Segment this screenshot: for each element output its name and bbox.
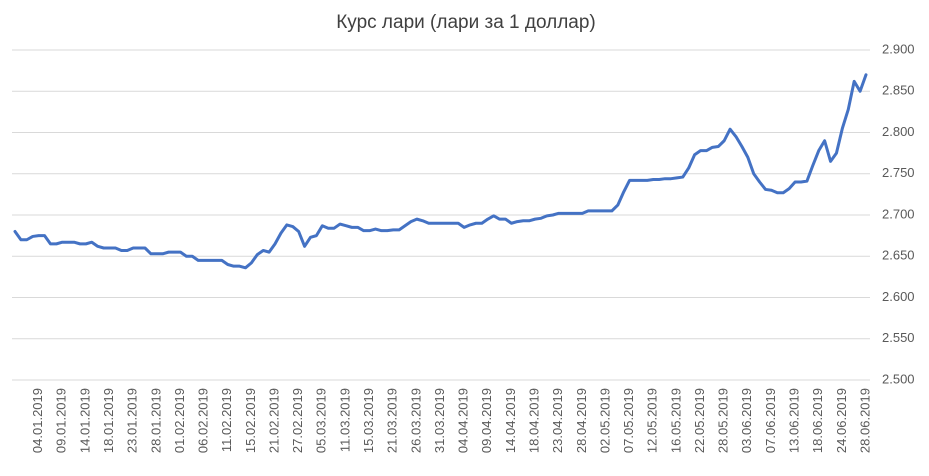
x-tick-label: 03.06.2019 bbox=[739, 388, 754, 453]
x-tick-label: 15.02.2019 bbox=[243, 388, 258, 453]
x-tick-label: 31.03.2019 bbox=[432, 388, 447, 453]
x-tick-label: 22.05.2019 bbox=[692, 388, 707, 453]
x-tick-label: 11.03.2019 bbox=[337, 388, 352, 452]
x-tick-label: 15.03.2019 bbox=[361, 388, 376, 453]
y-tick-label: 2.550 bbox=[882, 330, 915, 345]
x-tick-label: 28.01.2019 bbox=[148, 388, 163, 453]
x-tick-label: 28.05.2019 bbox=[716, 388, 731, 453]
x-tick-label: 21.02.2019 bbox=[266, 388, 281, 453]
y-tick-label: 2.650 bbox=[882, 248, 915, 263]
y-tick-label: 2.900 bbox=[882, 41, 915, 56]
x-tick-label: 27.02.2019 bbox=[290, 388, 305, 453]
x-tick-label: 09.04.2019 bbox=[479, 388, 494, 453]
y-tick-label: 2.500 bbox=[882, 371, 915, 386]
x-tick-label: 07.06.2019 bbox=[763, 388, 778, 453]
x-tick-label: 18.04.2019 bbox=[526, 388, 541, 453]
y-tick-label: 2.600 bbox=[882, 289, 915, 304]
x-tick-label: 05.03.2019 bbox=[314, 388, 329, 453]
x-tick-label: 12.05.2019 bbox=[645, 388, 660, 453]
y-tick-label: 2.750 bbox=[882, 165, 915, 180]
x-tick-label: 07.05.2019 bbox=[621, 388, 636, 453]
x-tick-label: 18.06.2019 bbox=[810, 388, 825, 453]
chart-title: Курс лари (лари за 1 доллар) bbox=[336, 12, 596, 33]
x-tick-label: 14.04.2019 bbox=[503, 388, 518, 453]
x-tick-label: 28.04.2019 bbox=[574, 388, 589, 453]
x-tick-label: 21.03.2019 bbox=[385, 388, 400, 453]
x-tick-label: 18.01.2019 bbox=[101, 388, 116, 453]
x-tick-label: 28.06.2019 bbox=[857, 388, 872, 453]
x-tick-label: 09.01.2019 bbox=[54, 388, 69, 453]
x-tick-label: 06.02.2019 bbox=[196, 388, 211, 453]
x-tick-label: 04.04.2019 bbox=[456, 388, 471, 453]
x-tick-label: 23.04.2019 bbox=[550, 388, 565, 453]
x-tick-label: 02.05.2019 bbox=[597, 388, 612, 453]
x-tick-label: 14.01.2019 bbox=[77, 388, 92, 453]
x-tick-label: 24.06.2019 bbox=[834, 388, 849, 453]
x-tick-label: 26.03.2019 bbox=[408, 388, 423, 453]
x-tick-label: 16.05.2019 bbox=[668, 388, 683, 453]
y-tick-label: 2.700 bbox=[882, 206, 915, 221]
y-tick-label: 2.800 bbox=[882, 124, 915, 139]
x-tick-label: 23.01.2019 bbox=[125, 388, 140, 453]
x-tick-label: 04.01.2019 bbox=[30, 388, 45, 453]
x-tick-label: 13.06.2019 bbox=[787, 388, 802, 453]
data-line bbox=[13, 73, 868, 270]
x-tick-label: 11.02.2019 bbox=[219, 388, 234, 452]
x-tick-label: 01.02.2019 bbox=[172, 388, 187, 453]
y-tick-label: 2.850 bbox=[882, 83, 915, 98]
